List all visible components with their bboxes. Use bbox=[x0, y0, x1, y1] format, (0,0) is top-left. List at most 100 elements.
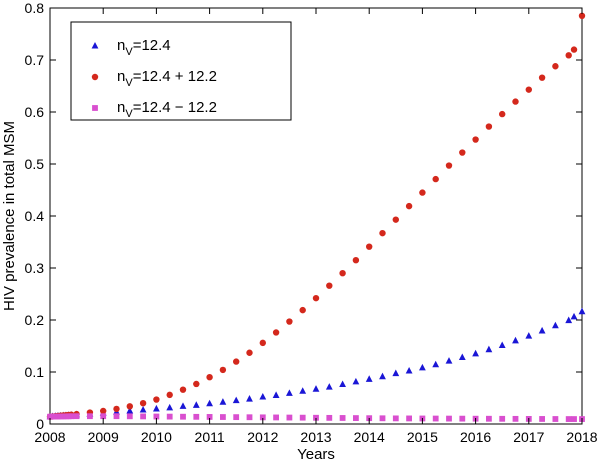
data-point bbox=[100, 413, 107, 420]
data-point bbox=[312, 294, 320, 302]
y-tick-label: 0.1 bbox=[25, 364, 45, 380]
data-point bbox=[166, 403, 174, 411]
data-point bbox=[472, 349, 479, 357]
y-tick-label: 0.7 bbox=[25, 52, 45, 68]
data-point bbox=[352, 377, 360, 385]
y-tick-label: 0 bbox=[36, 416, 44, 432]
y-tick-label: 0.3 bbox=[25, 260, 45, 276]
data-point bbox=[233, 414, 240, 421]
data-point bbox=[286, 414, 293, 421]
data-point bbox=[570, 312, 578, 320]
data-point bbox=[73, 413, 80, 420]
data-point bbox=[220, 414, 226, 420]
legend-entry: nV=12.4 bbox=[91, 37, 171, 58]
data-point bbox=[179, 386, 187, 393]
data-point bbox=[272, 391, 280, 398]
data-point bbox=[512, 415, 519, 422]
data-point bbox=[192, 401, 200, 408]
data-point bbox=[458, 353, 466, 360]
data-point bbox=[432, 175, 439, 183]
legend-marker bbox=[92, 105, 98, 111]
data-point bbox=[565, 52, 572, 59]
data-point bbox=[459, 415, 466, 422]
data-point bbox=[445, 162, 453, 169]
data-markers bbox=[46, 12, 586, 422]
x-tick-label: 2010 bbox=[141, 429, 172, 445]
x-axis-title: Years bbox=[297, 446, 335, 463]
data-point bbox=[325, 383, 333, 390]
x-tick-label: 2013 bbox=[300, 429, 331, 445]
data-point bbox=[166, 413, 173, 420]
data-point bbox=[525, 332, 533, 339]
legend-entry: nV=12.4 + 12.2 bbox=[91, 68, 217, 89]
data-point bbox=[365, 375, 373, 382]
data-point bbox=[392, 415, 399, 422]
data-point bbox=[139, 405, 147, 413]
data-point bbox=[206, 399, 213, 407]
data-point bbox=[565, 416, 572, 422]
data-point bbox=[432, 360, 440, 368]
data-point bbox=[405, 202, 413, 210]
x-tick-label: 2011 bbox=[195, 429, 225, 445]
legend-label: nV=12.4 + 12.2 bbox=[117, 68, 217, 89]
data-point bbox=[313, 414, 319, 421]
data-point bbox=[565, 316, 573, 324]
data-point bbox=[219, 398, 227, 405]
data-point bbox=[405, 366, 413, 374]
x-tick-label: 2015 bbox=[407, 429, 438, 445]
data-point bbox=[153, 404, 160, 412]
data-point bbox=[193, 413, 200, 420]
data-point bbox=[206, 374, 213, 381]
data-point bbox=[512, 98, 519, 105]
data-point bbox=[352, 257, 360, 264]
data-point bbox=[578, 307, 586, 315]
data-point bbox=[153, 413, 160, 420]
legend: nV=12.4 nV=12.4 + 12.2 nV=12.4 − 12.2 bbox=[70, 21, 292, 121]
legend-marker bbox=[91, 73, 99, 81]
y-axis-title: HIV prevalence in total MSM bbox=[1, 121, 18, 311]
data-point bbox=[539, 416, 545, 422]
legend-marker bbox=[91, 42, 99, 49]
data-point bbox=[232, 396, 240, 404]
data-point bbox=[272, 329, 280, 336]
data-point bbox=[246, 349, 253, 356]
x-tick-label: 2012 bbox=[247, 429, 278, 445]
legend-entry: nV=12.4 − 12.2 bbox=[92, 99, 217, 120]
data-point bbox=[419, 363, 426, 371]
data-point bbox=[419, 189, 426, 196]
data-point bbox=[552, 321, 559, 329]
data-point bbox=[299, 387, 307, 394]
data-point bbox=[286, 389, 293, 396]
data-point bbox=[379, 372, 386, 380]
data-point bbox=[100, 407, 107, 415]
legend-box bbox=[70, 21, 292, 121]
data-point bbox=[406, 415, 412, 422]
data-point bbox=[459, 149, 466, 156]
data-point bbox=[366, 243, 373, 250]
data-point bbox=[68, 413, 75, 420]
data-point bbox=[538, 326, 546, 334]
data-point bbox=[485, 123, 493, 130]
data-point bbox=[113, 413, 120, 420]
data-point bbox=[233, 358, 240, 365]
x-tick-label: 2008 bbox=[34, 429, 65, 445]
x-tick-label: 2017 bbox=[513, 429, 544, 445]
legend-label: nV=12.4 − 12.2 bbox=[117, 99, 217, 120]
data-point bbox=[193, 380, 200, 388]
data-point bbox=[126, 407, 134, 414]
x-tick-label: 2009 bbox=[88, 429, 119, 445]
data-point bbox=[486, 415, 492, 422]
x-tick-label: 2018 bbox=[566, 429, 597, 445]
data-point bbox=[552, 63, 559, 70]
data-point bbox=[126, 403, 133, 410]
data-point bbox=[552, 416, 559, 422]
data-point bbox=[246, 414, 253, 421]
data-point bbox=[286, 318, 293, 325]
data-point bbox=[446, 415, 452, 422]
series-3 bbox=[47, 413, 585, 422]
data-point bbox=[87, 413, 93, 420]
data-point bbox=[392, 369, 400, 377]
data-point bbox=[219, 366, 227, 374]
